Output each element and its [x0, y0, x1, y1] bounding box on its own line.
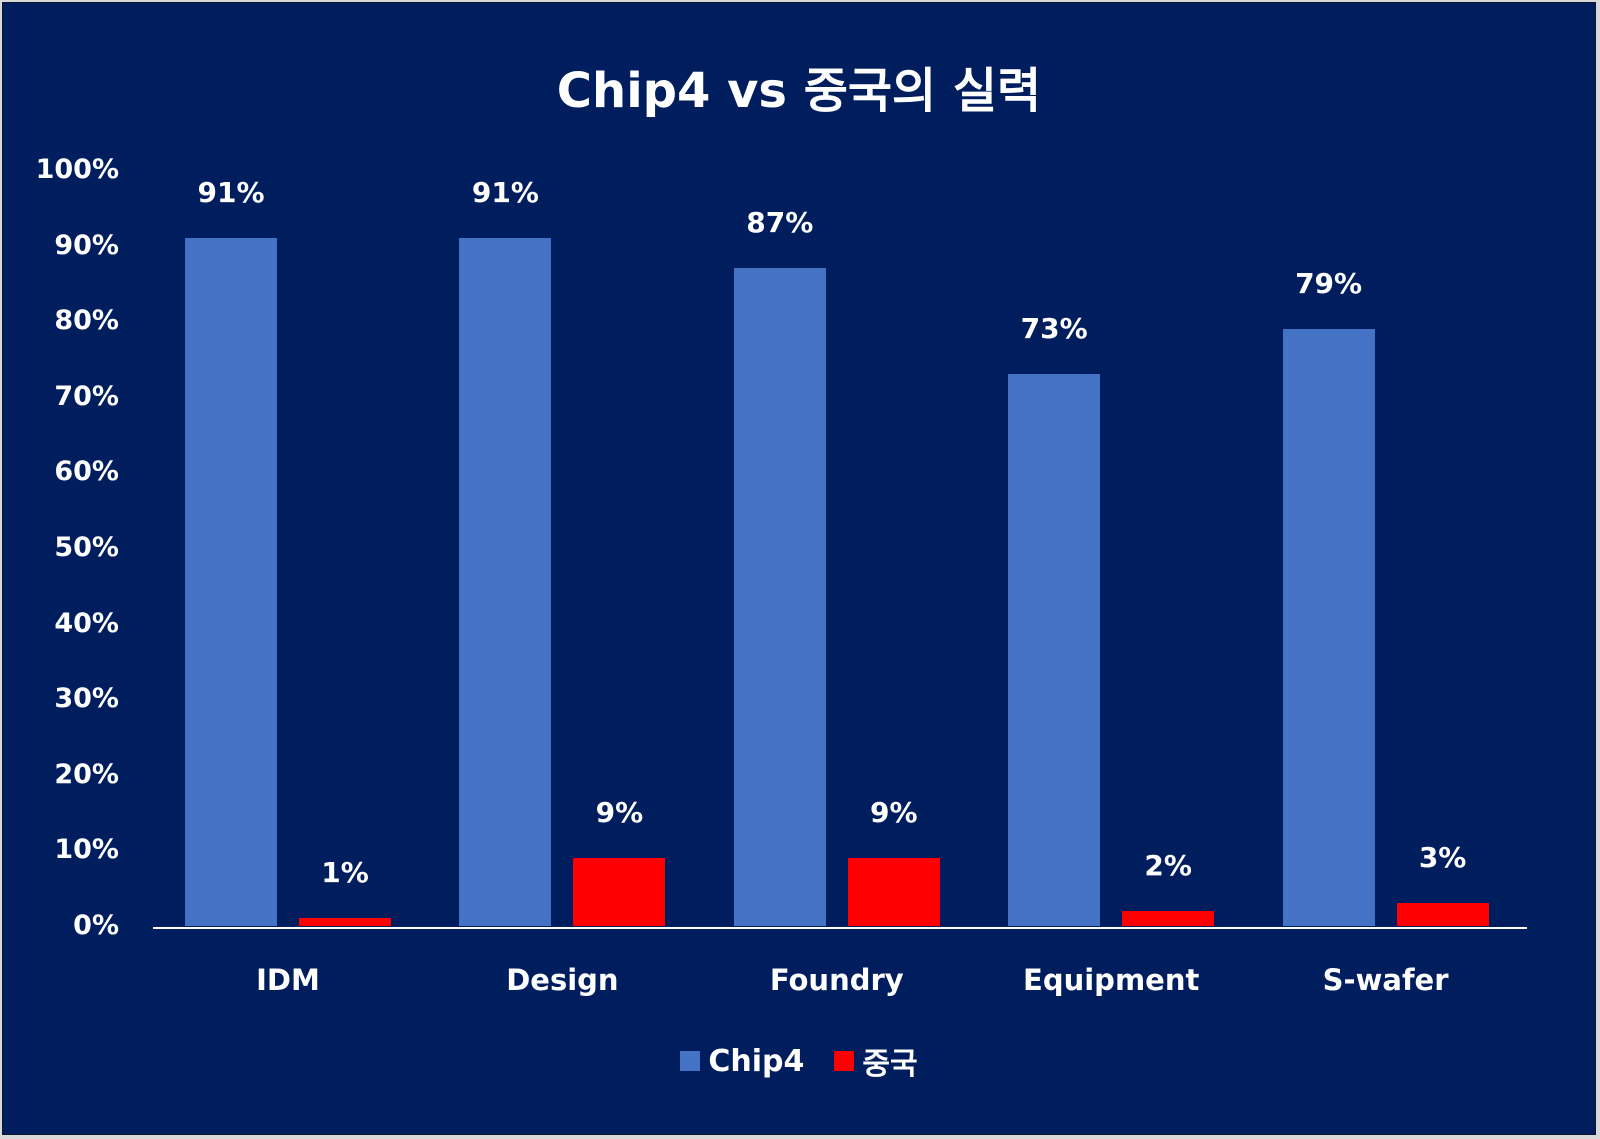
legend-swatch-china — [834, 1051, 855, 1071]
x-axis-line — [153, 927, 1527, 929]
data-label: 3% — [1418, 841, 1467, 875]
legend: Chip4 중국 — [3, 1039, 1595, 1083]
bar-chip4-s-wafer — [1282, 328, 1375, 926]
x-tick-label-idm: IDM — [256, 963, 320, 997]
y-tick-label: 90% — [54, 229, 119, 261]
data-label: 1% — [321, 856, 369, 890]
data-label: 91% — [471, 176, 539, 210]
legend-swatch-chip4 — [680, 1051, 701, 1071]
data-label: 73% — [1020, 312, 1088, 346]
data-label: 2% — [1144, 848, 1192, 882]
y-tick-label: 20% — [54, 758, 119, 790]
x-tick-label-s-wafer: S-wafer — [1322, 963, 1449, 997]
bar-china-foundry — [847, 857, 940, 926]
bar-china-s-wafer — [1396, 903, 1489, 926]
bar-china-idm — [299, 918, 391, 926]
y-tick-label: 100% — [35, 154, 119, 185]
chart-title: Chip4 vs 중국의 실력 — [556, 63, 1042, 119]
y-tick-label: 70% — [54, 380, 119, 412]
y-tick-label: 60% — [54, 456, 119, 488]
bar-chip4-design — [459, 238, 552, 926]
legend-item-chip4: Chip4 — [680, 1044, 804, 1079]
y-tick-label: 40% — [54, 607, 119, 639]
y-tick-label: 30% — [54, 683, 119, 715]
x-tick-label-equipment: Equipment — [1023, 963, 1200, 997]
bar-china-equipment — [1122, 910, 1215, 926]
x-tick-label-foundry: Foundry — [769, 963, 904, 997]
bar-chip4-equipment — [1008, 374, 1101, 926]
x-tick-label-design: Design — [506, 963, 619, 997]
bar-chip4-idm — [185, 238, 277, 926]
y-tick-label: 0% — [73, 910, 119, 941]
data-label: 9% — [595, 795, 644, 829]
y-tick-label: 10% — [54, 834, 119, 866]
legend-item-china: 중국 — [834, 1039, 918, 1083]
data-label: 91% — [197, 176, 265, 210]
data-label: 79% — [1295, 266, 1363, 300]
data-label: 87% — [746, 206, 814, 240]
legend-label-china: 중국 — [862, 1047, 918, 1082]
legend-label-chip4: Chip4 — [708, 1043, 805, 1079]
y-tick-label: 80% — [54, 305, 119, 337]
y-tick-label: 50% — [54, 532, 119, 563]
data-label: 9% — [870, 795, 918, 829]
bar-china-design — [573, 857, 666, 926]
bar-chip4-foundry — [733, 268, 826, 926]
